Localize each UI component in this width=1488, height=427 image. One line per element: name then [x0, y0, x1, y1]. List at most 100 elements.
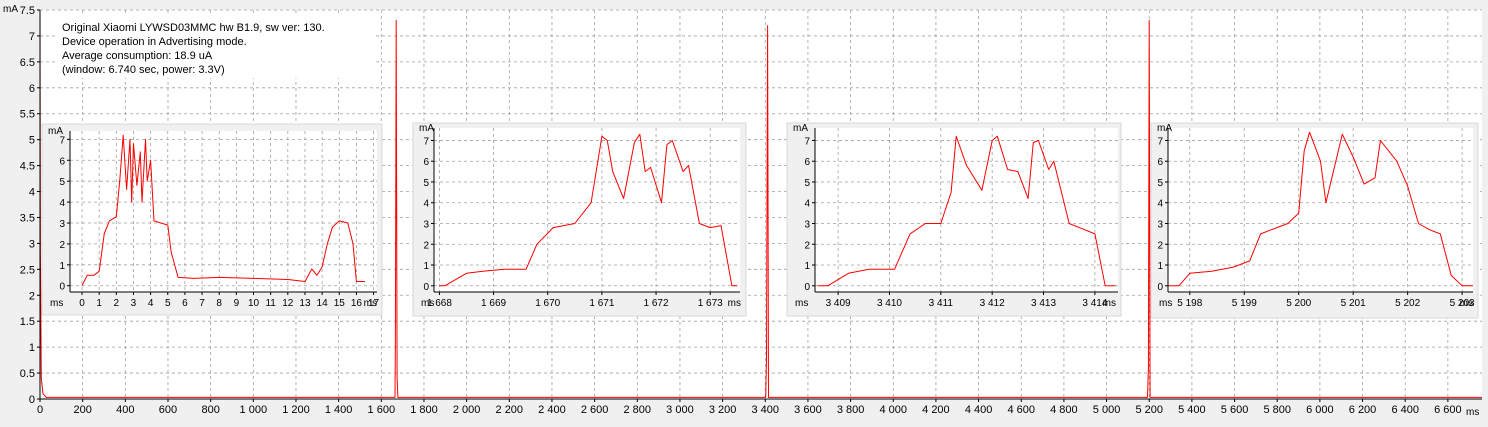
y-tick-label: 5	[423, 178, 429, 189]
y-tick-label: 7	[804, 136, 810, 147]
x-tick-label: 5 201	[1341, 298, 1366, 309]
x-tick-label: 3 600	[794, 404, 822, 416]
x-tick-label: 0	[79, 298, 85, 309]
info-line-4: (window: 6.740 sec, power: 3.3V)	[62, 64, 225, 76]
x-tick-label: 4 000	[879, 404, 907, 416]
plot-area	[815, 128, 1118, 292]
x-tick-label: 10	[248, 298, 260, 309]
y-tick-label: 7	[59, 135, 65, 146]
x-tick-label: 4 800	[1050, 404, 1078, 416]
y-tick-label: 3	[423, 219, 429, 230]
x-tick-label: 13	[299, 298, 311, 309]
y-tick-label: 5	[1157, 178, 1163, 189]
y-axis-label: mA	[3, 4, 18, 15]
y-tick-label: 1	[59, 261, 65, 272]
y-tick-label: 1	[423, 261, 429, 272]
y-tick-label: 7	[423, 136, 429, 147]
x-tick-label: 3 413	[1031, 298, 1056, 309]
y-tick-label: 0.5	[20, 368, 35, 380]
x-tick-label: 4	[148, 298, 154, 309]
x-axis-label-left: ms	[1159, 298, 1172, 309]
x-tick-label: 4 200	[922, 404, 950, 416]
x-tick-label: 3 400	[752, 404, 780, 416]
y-tick-label: 4.5	[20, 161, 35, 173]
current-trace	[817, 135, 1116, 287]
x-tick-label: 5 600	[1221, 404, 1249, 416]
y-tick-label: 0	[29, 394, 35, 406]
x-tick-label: 17	[368, 298, 380, 309]
x-tick-label: 600	[159, 404, 177, 416]
y-tick-label: 3	[59, 219, 65, 230]
y-tick-label: 5	[804, 178, 810, 189]
x-tick-label: 1 668	[427, 298, 452, 309]
current-trace	[81, 134, 365, 286]
x-tick-label: 400	[116, 404, 134, 416]
y-tick-label: 3	[804, 219, 810, 230]
x-tick-label: 3 000	[666, 404, 694, 416]
y-tick-label: 2	[423, 240, 429, 251]
y-tick-label: 4	[1157, 199, 1163, 210]
x-axis-label-left: ms	[795, 298, 808, 309]
x-tick-label: 3 200	[709, 404, 737, 416]
x-axis-label-left: ms	[421, 298, 434, 309]
x-tick-label: 15	[334, 298, 346, 309]
current-trace	[439, 133, 738, 287]
y-tick-label: 5	[29, 135, 35, 147]
x-tick-label: 3 409	[826, 298, 851, 309]
y-tick-label: 7	[1157, 136, 1163, 147]
y-tick-label: 7.5	[20, 5, 35, 17]
y-tick-label: 4	[29, 187, 35, 199]
y-tick-label: 0	[804, 282, 810, 293]
x-axis-label: ms	[1466, 407, 1479, 418]
x-tick-label: 1 800	[410, 404, 438, 416]
current-trace	[1168, 131, 1473, 287]
x-tick-label: 3	[131, 298, 137, 309]
plot-area	[1168, 128, 1473, 292]
x-tick-label: 12	[282, 298, 294, 309]
y-tick-label: 0	[1157, 282, 1163, 293]
x-tick-label: 3 411	[929, 298, 954, 309]
x-tick-label: 3 412	[980, 298, 1005, 309]
x-tick-label: 5 203	[1450, 298, 1475, 309]
x-tick-label: 2 000	[453, 404, 481, 416]
x-tick-label: 3 414	[1082, 298, 1107, 309]
y-axis-label: mA	[793, 123, 808, 134]
x-axis-label: ms	[364, 298, 377, 309]
x-tick-label: 1 200	[282, 404, 310, 416]
x-tick-label: 5 200	[1135, 404, 1163, 416]
y-tick-label: 6	[423, 157, 429, 168]
y-axis-label: mA	[48, 126, 63, 137]
y-tick-label: 6.5	[20, 57, 35, 69]
x-tick-label: 7	[199, 298, 205, 309]
y-tick-label: 2	[1157, 240, 1163, 251]
x-tick-label: 5 400	[1178, 404, 1206, 416]
x-tick-label: 6 200	[1349, 404, 1377, 416]
x-tick-label: 800	[201, 404, 219, 416]
x-axis-label: ms	[1460, 298, 1473, 309]
y-tick-label: 2.5	[20, 264, 35, 276]
info-line-2: Device operation in Advertising mode.	[62, 36, 247, 48]
y-tick-label: 4	[423, 199, 429, 210]
x-tick-label: 5 800	[1263, 404, 1291, 416]
x-tick-label: 16	[351, 298, 363, 309]
x-tick-label: 5 000	[1093, 404, 1121, 416]
x-tick-label: 5 202	[1395, 298, 1420, 309]
y-tick-label: 0	[423, 282, 429, 293]
y-tick-label: 0	[59, 282, 65, 293]
y-tick-label: 3.5	[20, 212, 35, 224]
y-tick-label: 3	[29, 238, 35, 250]
x-tick-label: 8	[216, 298, 222, 309]
x-tick-label: 6	[182, 298, 188, 309]
y-tick-label: 4	[804, 199, 810, 210]
y-tick-label: 5.5	[20, 109, 35, 121]
info-box-background	[56, 14, 376, 78]
x-tick-label: 5 198	[1177, 298, 1202, 309]
x-tick-label: 5 200	[1286, 298, 1311, 309]
chart-2: 1 668 1 669 1 670 1 671 1 672 1 673 0 1 2 3 4 5 6 7 mA…	[412, 122, 747, 317]
y-tick-label: 4	[59, 198, 65, 209]
y-tick-label: 6	[29, 83, 35, 95]
x-tick-label: 200	[73, 404, 91, 416]
x-tick-label: 6 600	[1434, 404, 1462, 416]
